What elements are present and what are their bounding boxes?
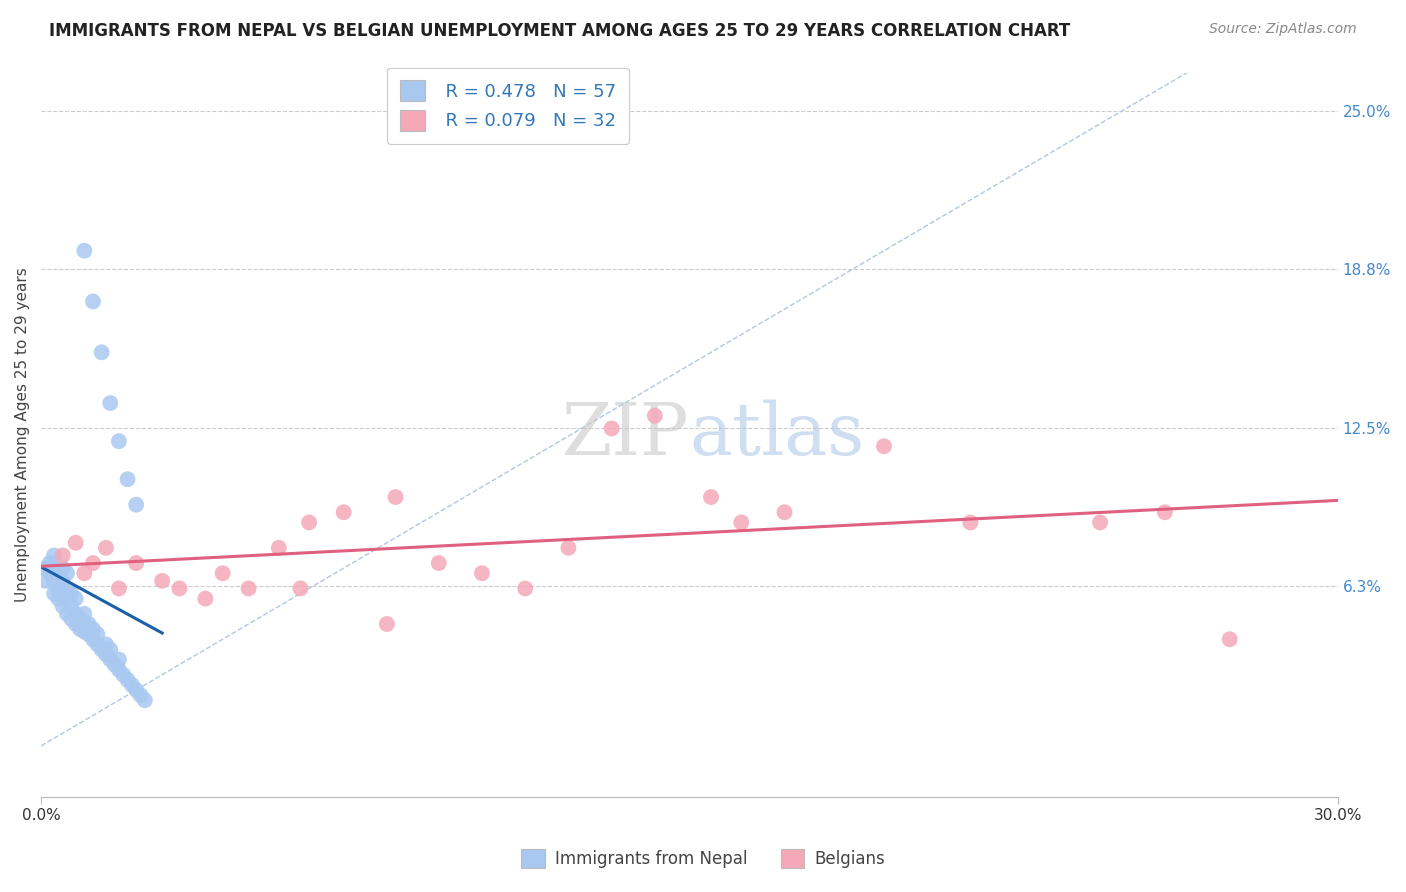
Point [1154,505,1177,519]
Point [73,617,96,632]
Point [98,652,121,666]
Point [125,556,148,570]
Point [515,582,537,596]
Point [73,624,96,639]
Point [1219,632,1241,647]
Point [82,622,104,636]
Point [52,561,75,575]
Legend:   R = 0.478   N = 57,   R = 0.079   N = 32: R = 0.478 N = 57, R = 0.079 N = 32 [387,68,628,144]
Point [108,434,131,449]
Point [108,652,131,666]
Point [94,648,117,662]
Point [125,498,148,512]
Point [700,490,723,504]
Point [98,642,121,657]
Point [644,409,666,423]
Point [82,294,104,309]
Point [77,627,100,641]
Point [38,556,60,570]
Point [65,591,87,606]
Point [129,688,152,702]
Point [73,607,96,621]
Point [121,678,143,692]
Point [56,607,79,621]
Point [86,637,108,651]
Point [134,693,156,707]
Point [65,535,87,549]
Point [56,566,79,581]
Point [290,582,312,596]
Point [471,566,494,581]
Point [86,627,108,641]
Point [384,490,406,504]
Point [52,549,75,563]
Point [48,591,70,606]
Point [94,541,117,555]
Point [60,586,83,600]
Point [98,396,121,410]
Point [65,607,87,621]
Point [90,642,112,657]
Point [773,505,796,519]
Point [194,591,217,606]
Point [117,673,139,687]
Point [56,582,79,596]
Point [60,599,83,614]
Point [34,561,56,575]
Point [90,345,112,359]
Point [108,663,131,677]
Point [298,516,321,530]
Point [150,574,173,588]
Point [1088,516,1111,530]
Point [82,632,104,647]
Text: Source: ZipAtlas.com: Source: ZipAtlas.com [1209,22,1357,37]
Text: atlas: atlas [689,400,865,470]
Point [94,637,117,651]
Point [73,244,96,258]
Point [69,622,91,636]
Point [112,667,135,681]
Point [730,516,752,530]
Point [38,566,60,581]
Point [427,556,450,570]
Point [65,617,87,632]
Point [48,582,70,596]
Point [34,574,56,588]
Text: ZIP: ZIP [562,400,689,470]
Point [77,617,100,632]
Point [52,599,75,614]
Point [211,566,233,581]
Point [959,516,981,530]
Point [103,657,125,672]
Point [56,591,79,606]
Point [42,561,65,575]
Point [60,612,83,626]
Point [267,541,290,555]
Point [73,566,96,581]
Point [557,541,579,555]
Point [600,421,623,435]
Y-axis label: Unemployment Among Ages 25 to 29 years: Unemployment Among Ages 25 to 29 years [15,268,30,602]
Point [42,586,65,600]
Point [42,549,65,563]
Point [52,574,75,588]
Point [52,586,75,600]
Point [873,439,896,453]
Point [169,582,191,596]
Text: IMMIGRANTS FROM NEPAL VS BELGIAN UNEMPLOYMENT AMONG AGES 25 TO 29 YEARS CORRELAT: IMMIGRANTS FROM NEPAL VS BELGIAN UNEMPLO… [49,22,1070,40]
Point [42,574,65,588]
Legend: Immigrants from Nepal, Belgians: Immigrants from Nepal, Belgians [515,842,891,875]
Point [375,617,398,632]
Point [117,472,139,486]
Point [48,566,70,581]
Point [332,505,354,519]
Point [125,683,148,698]
Point [108,582,131,596]
Point [69,612,91,626]
Point [82,556,104,570]
Point [238,582,260,596]
